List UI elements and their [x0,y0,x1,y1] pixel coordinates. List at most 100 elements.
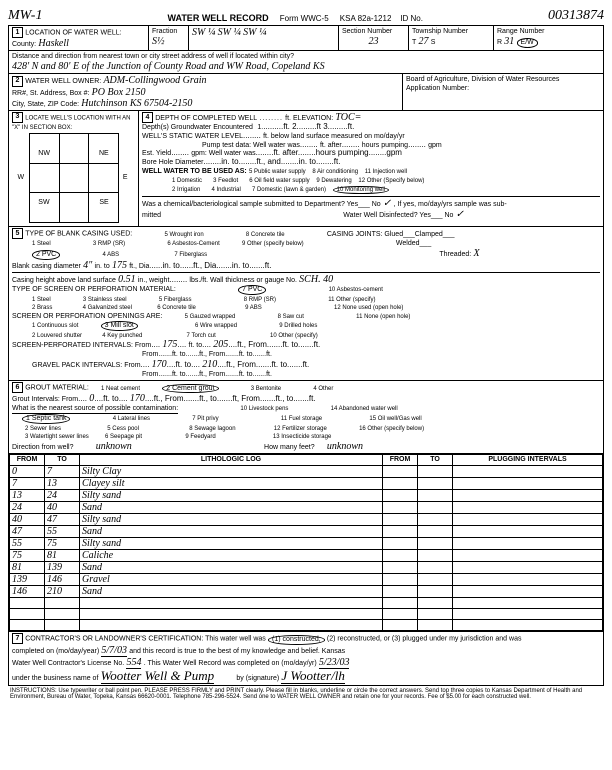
feet-value: unknown [327,441,363,452]
se-label: SE [99,199,108,207]
perf-7: 7 PVC [238,285,266,295]
perf-5: 5 Fiberglass [159,297,192,303]
open-1: 1 Continuous slot [32,323,78,329]
section-5-label: TYPE OF BLANK CASING USED: [25,231,132,238]
perf-9: 9 ABS [245,305,262,311]
completed-value: 5/7/03 [101,645,127,657]
fraction-label: Fraction [152,28,177,35]
casing-2: 2 PVC [32,250,60,260]
casing-8: 8 Concrete tile [246,232,285,238]
diameter-label: Blank casing diameter [12,263,81,270]
section-5-num: 5 [12,228,23,239]
lithologic-table: FROM TO LITHOLOGIC LOG FROM TO PLUGGING … [9,454,603,631]
nw-label: NW [38,150,50,158]
screen-ftto1: ft. to [189,342,203,349]
use-10: 10 Monitoring well [333,186,389,195]
open-3: 3 Mill slot [101,321,138,331]
township-s: S [431,39,436,46]
elevation-value: TOC= [335,112,361,123]
perf-10: 10 Asbestos-cement [329,287,383,293]
rr-value: PO Box 2150 [92,87,146,98]
disinfect-label: Water Well Disinfected? Yes___ No [343,212,453,219]
yield-label: Est. Yield [142,150,171,157]
table-row: 713Clayey silt [10,478,603,490]
use-7: 7 Domestic (lawn & garden) [252,187,326,193]
open-6: 6 Wire wrapped [195,323,237,329]
height-label: Casing height above land surface [12,277,116,284]
use-12: 12 Other (Specify below) [358,178,424,184]
opt1: (1) constructed, [268,635,325,645]
grout-2: 2 Cement grout [162,384,218,394]
casing-3: 3 RMP (SR) [93,241,125,247]
perf-12: 12 None used (open hole) [334,305,403,311]
contam-6: 6 Seepage pit [105,434,142,440]
to-hdr: TO [45,455,80,466]
use-4: 4 Industrial [211,187,240,193]
contam-16: 16 Other (specify below) [359,426,424,432]
sampled-label: Was a chemical/bacteriological sample su… [142,201,381,208]
direction-label: Direction from well? [12,444,73,451]
from-hdr2: FROM [383,455,418,466]
section-6-num: 6 [12,382,23,393]
contam-8: 8 Sewage lagoon [189,426,235,432]
q1: SW ¼ [192,27,215,38]
open-2: 2 Louvered shutter [32,333,82,339]
app-label: Application Number: [406,85,469,92]
gravel-to1: 210 [202,359,217,370]
contam-2: 2 Sewer lines [25,426,61,432]
use-1: 1 Domestic [172,178,202,184]
screen-to1: 205 [213,339,228,350]
pump-label: Pump test data: Well water was [202,142,300,149]
joints-label: CASING JOINTS: Glued___Clamped___ [327,231,455,238]
grout-from: 0 [89,393,94,404]
license-value: 554 [126,657,141,669]
casing-5: 5 Wrought iron [164,232,203,238]
table-row: 81139Sand [10,562,603,574]
w-label: W [18,174,25,182]
static-unit: ft. below land surface measured on mo/da… [263,133,405,140]
range-value: 31 [504,36,514,47]
contam-13: 13 Insecticide storage [273,434,331,440]
completed-label: completed on (mo/day/year) [12,648,99,655]
section-num-label: Section Number [342,28,392,35]
perf-11: 11 Other (specify) [328,297,375,303]
open-9: 9 Drilled holes [279,323,317,329]
table-row: 4047Silty sand [10,514,603,526]
pump-after: ft. after [320,142,342,149]
perf-3: 3 Stainless steel [83,297,127,303]
contam-1: 1 Septic tank [22,414,70,424]
use-label: WELL WATER TO BE USED AS: [142,168,247,175]
openings-label: SCREEN OR PERFORATION OPENINGS ARE: [12,313,162,320]
casing-4: 4 ABS [102,252,119,258]
form-title: WATER WELL RECORD [167,13,268,23]
sig-label: by (signature) [236,675,279,682]
section-4-label: DEPTH OF COMPLETED WELL [155,115,257,122]
ksa-code: KSA 82a-1212 [340,14,392,23]
table-row: 5575Silty sand [10,538,603,550]
perf-8: 8 RMP (SR) [244,297,276,303]
owner-value: ADM-Collingwood Grain [103,75,206,86]
use-11: 11 Injection well [365,169,407,175]
section-2-label: WATER WELL OWNER: [25,78,101,85]
table-row: 1324Silty sand [10,490,603,502]
table-row: 4755Sand [10,526,603,538]
gravel-from1: 170 [152,359,167,370]
table-row: 146210Sand [10,586,603,598]
q3: SW ¼ [243,27,266,38]
perf-label: TYPE OF SCREEN OR PERFORATION MATERIAL: [12,286,176,293]
casing-9: 9 Other (specify below) [242,241,304,247]
open-10: 10 Other (specify) [270,333,318,339]
grout-to: 170 [130,393,145,404]
section-3-label: LOCATE WELL'S LOCATION WITH AN "X" IN SE… [12,115,131,130]
fraction-value: S½ [152,36,165,47]
disinfect-check: ✓ [456,209,464,220]
sampled-if: , If yes, mo/day/yrs sample was sub- [394,201,507,208]
screen-from1: 175 [162,339,177,350]
true-label: and this record is true to the best of m… [129,648,345,655]
township-t: T [412,39,416,46]
pump-gpm: gpm [428,142,442,149]
grout-1: 1 Neat cement [101,386,140,392]
opt2: (2) reconstructed, or (3) plugged under … [327,636,522,643]
township-value: 27 [419,36,429,47]
table-row: 2440Sand [10,502,603,514]
